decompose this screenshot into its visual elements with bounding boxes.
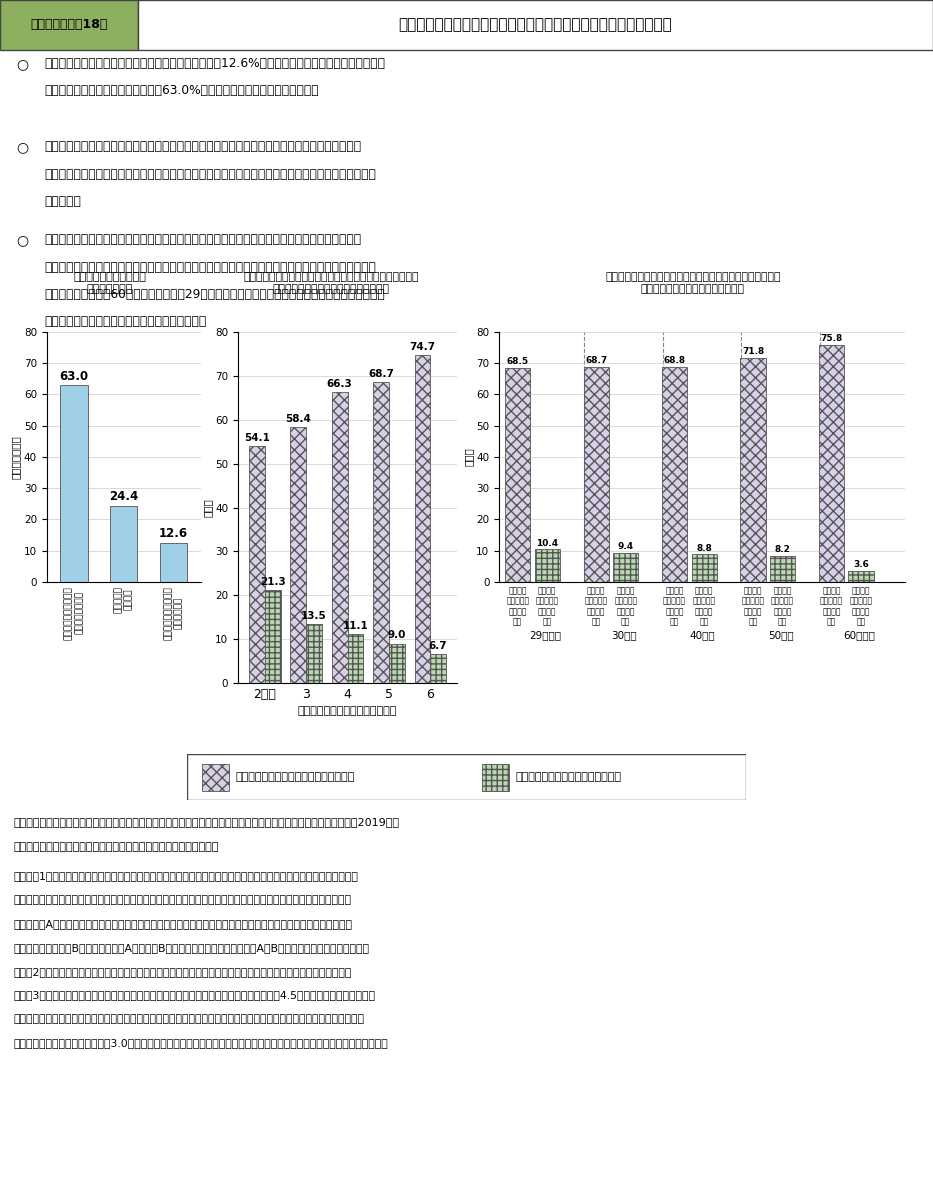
- Text: （注）　1）本図表における「職業人生は可能な限り長い方が望ましい（職業人生は長過ぎない方が望ましい）」は、: （注） 1）本図表における「職業人生は可能な限り長い方が望ましい（職業人生は長過…: [14, 871, 359, 882]
- X-axis label: ワーク・エンゲイジメントスコア: ワーク・エンゲイジメントスコア: [298, 707, 397, 716]
- Text: 逆方向の因果関係がある可能性にも留意が必要であるが、ワーク・エンゲイジメントを向上させ: 逆方向の因果関係がある可能性にも留意が必要であるが、ワーク・エンゲイジメントを向…: [45, 140, 362, 154]
- Text: る」「いつも感じている」に相当）としている。また、ワーク・エンゲイジメントが低い者とは、ワーク・エン: る」「いつも感じている」に相当）としている。また、ワーク・エンゲイジメントが低い…: [14, 1014, 365, 1025]
- Text: 74.7: 74.7: [410, 343, 436, 352]
- Text: 58.4: 58.4: [285, 414, 312, 424]
- Text: ることは、「職業人生は可能な限り長い方が望ましい」と感じる労働者の増加につながる可能性が示: ることは、「職業人生は可能な限り長い方が望ましい」と感じる労働者の増加につながる…: [45, 168, 376, 181]
- Text: 8.2: 8.2: [774, 545, 790, 555]
- Text: をAとし、「自身が健康で、マイペースに働ける希望にあった職であっても、職業人生は長過ぎない方が望: をAとし、「自身が健康で、マイペースに働ける希望にあった職であっても、職業人生は…: [14, 919, 353, 929]
- Bar: [110, 506, 137, 582]
- Text: 2）（２）におけるワーク・エンゲイジメント・スコアは、小数点第一位を四捨五入したものを示している。: 2）（２）におけるワーク・エンゲイジメント・スコアは、小数点第一位を四捨五入した…: [14, 966, 353, 977]
- Text: 職業人生は可能な限り長い方が望ましい: 職業人生は可能な限り長い方が望ましい: [236, 772, 355, 782]
- Bar: [819, 345, 844, 582]
- Text: （１）職業人生の長さに
　　関する所感: （１）職業人生の長さに 関する所感: [73, 273, 146, 294]
- Bar: [662, 367, 688, 582]
- Bar: [414, 356, 430, 683]
- Text: する所感との関係性が強い可能性が示唆される。: する所感との関係性が強い可能性が示唆される。: [45, 315, 207, 328]
- Text: 9.4: 9.4: [618, 541, 634, 551]
- Text: 第２－（３）－18図: 第２－（３）－18図: [31, 19, 107, 31]
- Bar: [691, 555, 717, 582]
- Text: ゲイジメント・スコアが3.0以下の者（「時々感じる」「めったに感じない」「全く感じない」に相当）としている。: ゲイジメント・スコアが3.0以下の者（「時々感じる」「めったに感じない」「全く感…: [14, 1038, 389, 1048]
- Bar: [138, 0, 933, 50]
- Bar: [389, 644, 405, 683]
- Text: 30歳台: 30歳台: [611, 631, 636, 640]
- Text: の個票を厚生労働省政策統括官付政策統括室にて独自集計: の個票を厚生労働省政策統括官付政策統括室にて独自集計: [14, 841, 219, 852]
- Text: 63.0: 63.0: [60, 370, 89, 383]
- Text: 3.6: 3.6: [853, 559, 869, 569]
- Text: 3）ワーク・エンゲイジメントが高い者とは、ワーク・エンゲイジメント・スコアが4.5以上の者（「よく感じてい: 3）ワーク・エンゲイジメントが高い者とは、ワーク・エンゲイジメント・スコアが4.…: [14, 990, 376, 1001]
- Bar: [505, 368, 530, 582]
- Text: 68.7: 68.7: [585, 357, 607, 365]
- Bar: [290, 427, 306, 683]
- Text: 9.0: 9.0: [387, 631, 406, 640]
- Text: 68.8: 68.8: [663, 356, 686, 365]
- Text: 54.1: 54.1: [244, 433, 270, 443]
- Text: 24.4: 24.4: [109, 490, 138, 503]
- Bar: [0, 0, 138, 50]
- Text: 75.8: 75.8: [820, 334, 842, 343]
- Text: 8.8: 8.8: [696, 544, 712, 552]
- Text: いずれの年齢階級においても、ワーク・エンゲイジメント・スコアが低い者と比較し、ワーク・: いずれの年齢階級においても、ワーク・エンゲイジメント・スコアが低い者と比較し、ワ…: [45, 233, 362, 246]
- Y-axis label: （％）: （％）: [202, 499, 213, 516]
- Text: 「職業人生は長過ぎない方が望ましい」と考える者が12.6%である一方で、「職業人生は可能な限: 「職業人生は長過ぎない方が望ましい」と考える者が12.6%である一方で、「職業人…: [45, 57, 385, 70]
- Bar: [535, 550, 560, 582]
- Text: 60歳以上: 60歳以上: [843, 631, 875, 640]
- Text: 6.7: 6.7: [429, 640, 448, 651]
- Y-axis label: （構成比、％）: （構成比、％）: [11, 436, 21, 478]
- Bar: [347, 634, 363, 683]
- Bar: [482, 764, 509, 790]
- Text: 40歳台: 40歳台: [689, 631, 715, 640]
- Text: 68.5: 68.5: [507, 357, 529, 367]
- Text: （３）ワーク・エンゲイジメントスコアと職業人生の長さに
　　関する所感との関係（年齢別）: （３）ワーク・エンゲイジメントスコアと職業人生の長さに 関する所感との関係（年齢…: [605, 273, 781, 294]
- Text: ワーク・エンゲイジメントと職業人生の長さに関する所感について: ワーク・エンゲイジメントと職業人生の長さに関する所感について: [398, 18, 673, 32]
- Text: 者が多いが、特に、60歳以上の高齢者や29歳以下の若者では、「働きがい」と職業人生の長さに関: 者が多いが、特に、60歳以上の高齢者や29歳以下の若者では、「働きがい」と職業人…: [45, 288, 385, 301]
- Text: 「自身が健康で、マイペースに働ける希望にあった職であれば、職業人生は可能な限り長い方が望ましい」: 「自身が健康で、マイペースに働ける希望にあった職であれば、職業人生は可能な限り長…: [14, 895, 352, 906]
- Bar: [430, 653, 446, 683]
- Text: エンゲイジメント・スコアが高い者では、「職業人生は可能な限り長い方が望ましい」と感じる労働: エンゲイジメント・スコアが高い者では、「職業人生は可能な限り長い方が望ましい」と…: [45, 261, 376, 274]
- Text: 唆される。: 唆される。: [45, 195, 81, 208]
- Bar: [770, 556, 795, 582]
- Bar: [249, 446, 265, 683]
- Bar: [373, 382, 389, 683]
- Text: （２）ワーク・エンゲイジメントスコアと職業人生の長さに
　　関する所感との関係（調査対象計）: （２）ワーク・エンゲイジメントスコアと職業人生の長さに 関する所感との関係（調査…: [244, 273, 419, 294]
- Bar: [741, 358, 766, 582]
- Text: 66.3: 66.3: [327, 380, 353, 389]
- Text: 11.1: 11.1: [342, 621, 369, 631]
- Text: ましい」をBとした場合、「Aである（Bである）」「どちらかというとA（B）」と回答した者としている。: ましい」をBとした場合、「Aである（Bである）」「どちらかというとA（B）」と回…: [14, 942, 369, 953]
- Y-axis label: （％）: （％）: [464, 447, 474, 466]
- Text: 12.6: 12.6: [159, 527, 188, 540]
- Text: 68.7: 68.7: [369, 369, 394, 378]
- Bar: [583, 368, 609, 582]
- Text: 資料出所　（独）労働政策研究・研修機構「人手不足等をめぐる現状と働き方等に関する調査（正社員調査票）」（2019年）: 資料出所 （独）労働政策研究・研修機構「人手不足等をめぐる現状と働き方等に関する…: [14, 816, 400, 827]
- Text: ○: ○: [17, 57, 29, 71]
- Text: 71.8: 71.8: [742, 346, 764, 356]
- Bar: [265, 589, 281, 683]
- Text: 職業人生は長過ぎない方が望ましい: 職業人生は長過ぎない方が望ましい: [516, 772, 621, 782]
- Text: 13.5: 13.5: [301, 610, 327, 621]
- Text: 29歳以下: 29歳以下: [529, 631, 561, 640]
- Text: ○: ○: [17, 233, 29, 248]
- Bar: [848, 571, 874, 582]
- Bar: [332, 393, 348, 683]
- Text: 21.3: 21.3: [259, 576, 285, 587]
- Bar: [160, 543, 187, 582]
- Text: 50歳台: 50歳台: [768, 631, 793, 640]
- Text: 10.4: 10.4: [536, 539, 558, 547]
- Text: り長い方が望ましい」と考える者が63.0%となっており、後者の割合が高い。: り長い方が望ましい」と考える者が63.0%となっており、後者の割合が高い。: [45, 84, 319, 98]
- Bar: [61, 386, 88, 582]
- Text: ○: ○: [17, 140, 29, 155]
- Bar: [202, 764, 230, 790]
- Bar: [306, 624, 322, 683]
- Bar: [613, 552, 638, 582]
